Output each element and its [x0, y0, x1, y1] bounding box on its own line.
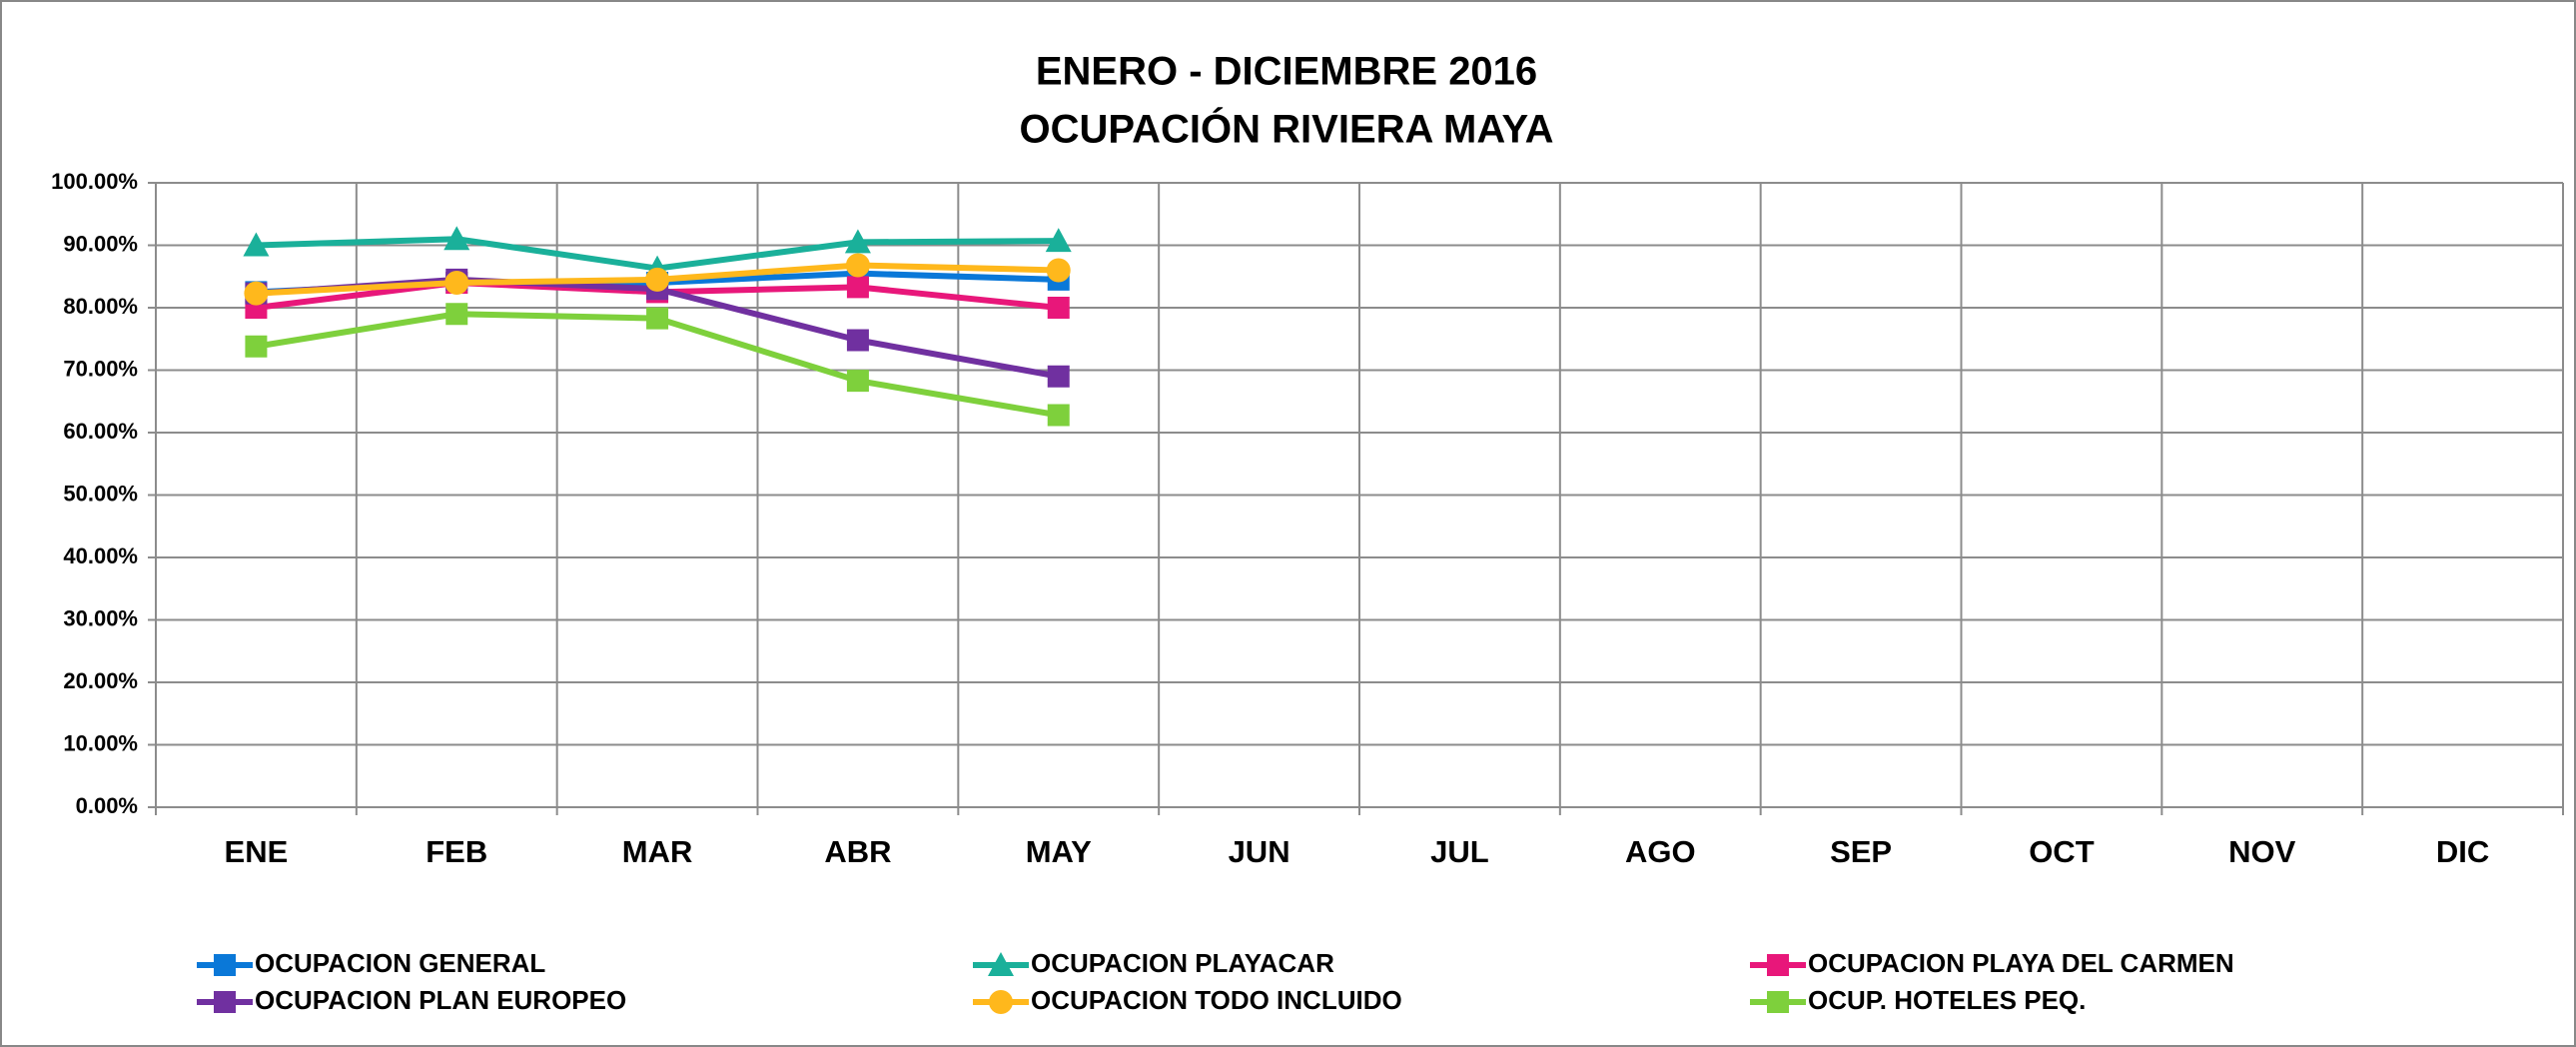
legend-marker: [214, 954, 236, 976]
data-point: [646, 307, 669, 330]
legend-label: OCUPACION PLAYACAR: [1031, 948, 1334, 978]
y-tick-label: 0.00%: [76, 793, 138, 818]
chart-subtitle: OCUPACIÓN RIVIERA MAYA: [1020, 106, 1554, 152]
data-point: [445, 303, 468, 326]
y-tick-label: 90.00%: [63, 231, 138, 256]
y-tick-label: 40.00%: [63, 543, 138, 568]
y-tick-label: 100.00%: [51, 169, 138, 194]
data-point: [845, 253, 870, 278]
x-tick-label: JUN: [1229, 834, 1290, 869]
legend-label: OCUP. HOTELES PEQ.: [1808, 985, 2086, 1015]
x-tick-label: ABR: [824, 834, 891, 869]
legend-marker: [214, 991, 236, 1013]
x-tick-label: MAY: [1026, 834, 1092, 869]
data-point: [1047, 404, 1070, 427]
data-point: [245, 335, 268, 358]
x-tick-label: MAR: [622, 834, 693, 869]
legend-marker: [988, 952, 1014, 976]
y-tick-label: 20.00%: [63, 668, 138, 693]
x-tick-label: OCT: [2029, 834, 2095, 869]
y-tick-label: 50.00%: [63, 481, 138, 506]
legend-label: OCUPACION GENERAL: [255, 948, 545, 978]
legend-marker: [1767, 991, 1789, 1013]
data-point: [846, 370, 869, 393]
data-point: [1047, 297, 1070, 319]
legend-marker: [1767, 954, 1789, 976]
data-point: [846, 329, 869, 352]
x-tick-label: AGO: [1625, 834, 1696, 869]
data-point: [846, 276, 869, 299]
data-point: [244, 281, 269, 306]
legend-marker: [989, 990, 1013, 1014]
x-tick-label: NOV: [2228, 834, 2296, 869]
x-tick-label: FEB: [426, 834, 487, 869]
data-point: [1047, 365, 1070, 388]
y-tick-label: 60.00%: [63, 419, 138, 444]
y-tick-label: 30.00%: [63, 605, 138, 630]
x-tick-label: SEP: [1830, 834, 1892, 869]
legend-label: OCUPACION PLAYA DEL CARMEN: [1808, 948, 2234, 978]
legend-label: OCUPACION PLAN EUROPEO: [255, 985, 626, 1015]
data-point: [1045, 228, 1072, 253]
x-tick-label: JUL: [1430, 834, 1489, 869]
chart-title: ENERO - DICIEMBRE 2016: [1036, 50, 1537, 94]
data-point: [645, 267, 670, 292]
y-tick-label: 80.00%: [63, 294, 138, 319]
data-point: [844, 229, 871, 254]
data-point: [1046, 258, 1071, 283]
data-point: [243, 232, 270, 257]
data-point: [444, 271, 469, 295]
data-point: [443, 226, 470, 251]
x-tick-label: DIC: [2436, 834, 2489, 869]
legend-label: OCUPACION TODO INCLUIDO: [1031, 985, 1402, 1015]
x-tick-label: ENE: [225, 834, 289, 869]
y-tick-label: 10.00%: [63, 730, 138, 755]
y-tick-label: 70.00%: [63, 356, 138, 381]
